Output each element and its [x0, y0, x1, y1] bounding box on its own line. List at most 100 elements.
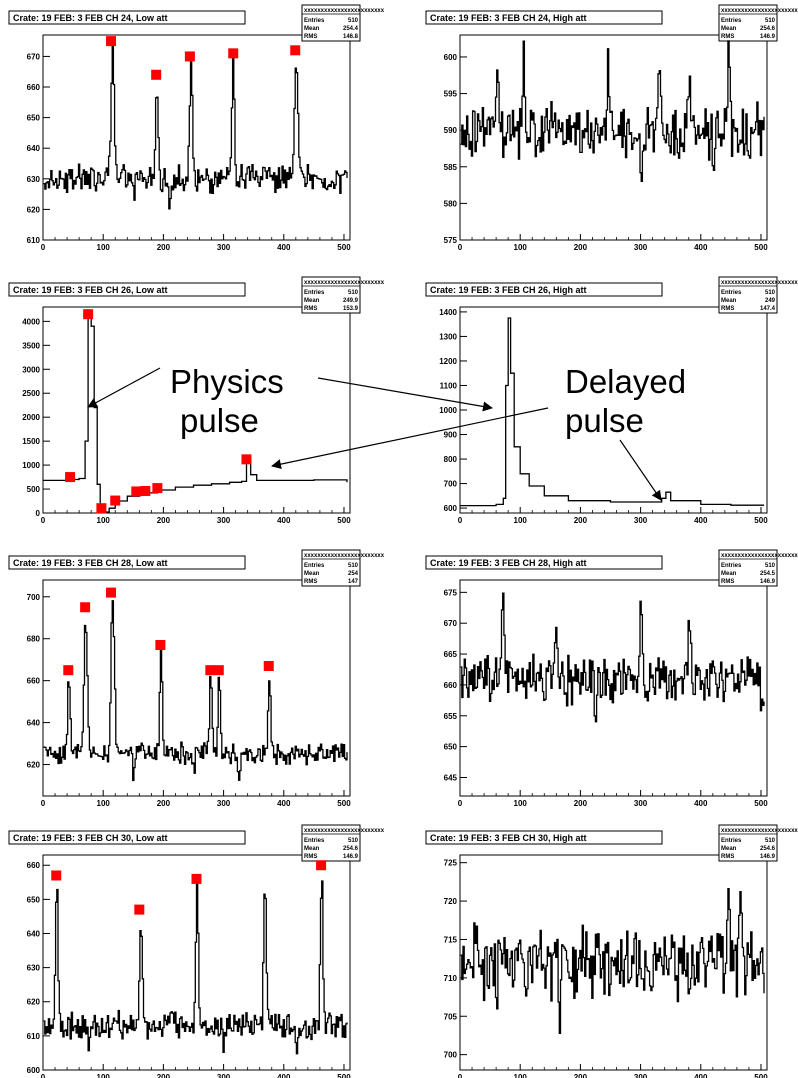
stats-label: Mean — [721, 26, 737, 32]
stats-value: 146.8 — [343, 34, 359, 40]
y-tick-label: 630 — [27, 175, 41, 184]
peak-marker — [110, 495, 121, 506]
delayed-label-line2: pulse — [565, 402, 644, 439]
panel-title: Crate: 19 FEB: 3 FEB CH 30, High att — [425, 830, 663, 845]
stats-label: Mean — [304, 846, 320, 852]
x-tick-label: 0 — [41, 243, 46, 252]
x-tick-label: 0 — [41, 799, 46, 808]
stats-frame — [301, 824, 361, 862]
peak-marker — [83, 309, 94, 320]
stats-name: xxxxxxxxxxxxxxxxxxxxxxxx — [721, 280, 798, 286]
stats-box: xxxxxxxxxxxxxxxxxxxxxxxx Entries 510 Mean 24… — [301, 276, 385, 314]
y-tick-label: 650 — [27, 895, 41, 904]
stats-box: xxxxxxxxxxxxxxxxxxxxxxxx Entries 510 Mean 25… — [718, 549, 798, 587]
stats-value: 254.6 — [343, 846, 359, 852]
title-text: Crate: 19 FEB: 3 FEB CH 30, Low att — [13, 833, 168, 843]
stats-box: xxxxxxxxxxxxxxxxxxxxxxxx Entries 510 Mean 25… — [718, 824, 798, 862]
stats-name: xxxxxxxxxxxxxxxxxxxxxxxx — [304, 828, 385, 834]
series-trace — [460, 888, 765, 1034]
peak-marker — [140, 485, 151, 496]
x-tick-label: 100 — [97, 1073, 111, 1078]
x-tick-label: 500 — [754, 799, 768, 808]
y-tick-label: 650 — [27, 114, 41, 123]
stats-frame — [718, 276, 778, 314]
delayed-label-line1: Delayed — [565, 363, 686, 400]
y-tick-label: 500 — [27, 485, 41, 494]
annotations: Physics pulse Delayed pulse — [87, 363, 686, 501]
y-tick-label: 0 — [36, 509, 41, 518]
y-tick-label: 675 — [444, 588, 458, 597]
title-box — [8, 555, 246, 570]
y-tick-label: 655 — [444, 712, 458, 721]
y-tick-label: 700 — [444, 480, 458, 489]
y-tick-label: 660 — [27, 83, 41, 92]
panel-title: Crate: 19 FEB: 3 FEB CH 24, High att — [425, 10, 663, 25]
stats-value: 254.5 — [760, 571, 776, 577]
y-tick-label: 715 — [444, 935, 458, 944]
stats-label: RMS — [304, 306, 317, 312]
stats-value: 254.6 — [760, 846, 776, 852]
peak-marker — [316, 860, 327, 871]
x-tick-label: 300 — [217, 243, 231, 252]
y-tick-label: 800 — [444, 455, 458, 464]
x-tick-label: 200 — [574, 516, 588, 525]
panel-title: Crate: 19 FEB: 3 FEB CH 30, Low att — [8, 830, 246, 845]
x-tick-label: 200 — [157, 516, 171, 525]
arrow-delayed-left — [271, 407, 549, 470]
stats-value: 146.9 — [760, 579, 776, 585]
peak-marker — [213, 665, 224, 676]
y-tick-label: 2500 — [22, 389, 40, 398]
y-tick-label: 590 — [444, 126, 458, 135]
y-tick-label: 720 — [444, 897, 458, 906]
stats-label: Entries — [304, 290, 325, 296]
x-tick-label: 0 — [458, 1073, 463, 1078]
y-tick-label: 665 — [444, 650, 458, 659]
stats-frame — [301, 276, 361, 314]
title-box — [8, 10, 246, 25]
x-tick-label: 100 — [514, 799, 528, 808]
stats-label: RMS — [304, 579, 317, 585]
y-tick-label: 710 — [444, 974, 458, 983]
title-text: Crate: 19 FEB: 3 FEB CH 30, High att — [430, 833, 587, 843]
y-tick-label: 600 — [27, 1066, 41, 1075]
peak-marker — [184, 51, 195, 62]
x-tick-label: 400 — [277, 1073, 291, 1078]
panel-6: Crate: 19 FEB: 3 FEB CH 28, High att xxxx… — [425, 549, 798, 808]
stats-frame — [718, 824, 778, 862]
y-tick-label: 660 — [27, 861, 41, 870]
panel-7: Crate: 19 FEB: 3 FEB CH 30, Low att xxxxx… — [8, 824, 385, 1078]
stats-value: 510 — [348, 838, 359, 844]
x-tick-label: 500 — [754, 516, 768, 525]
y-tick-label: 610 — [27, 236, 41, 245]
x-tick-label: 200 — [157, 243, 171, 252]
panel-title: Crate: 19 FEB: 3 FEB CH 24, Low att — [8, 10, 246, 25]
y-tick-label: 620 — [27, 205, 41, 214]
stats-frame — [718, 4, 778, 42]
series-trace — [460, 317, 764, 507]
x-tick-label: 100 — [97, 243, 111, 252]
stats-value: 146.9 — [343, 854, 359, 860]
stats-frame — [301, 4, 361, 42]
stats-label: Entries — [721, 838, 742, 844]
stats-label: RMS — [304, 854, 317, 860]
title-text: Crate: 19 FEB: 3 FEB CH 28, High att — [430, 558, 587, 568]
panel-title: Crate: 19 FEB: 3 FEB CH 26, Low att — [8, 282, 246, 297]
peak-marker — [134, 904, 145, 915]
x-tick-label: 400 — [277, 516, 291, 525]
stats-name: xxxxxxxxxxxxxxxxxxxxxxxx — [721, 828, 798, 834]
title-box — [425, 282, 663, 297]
y-tick-label: 4000 — [22, 317, 40, 326]
stats-label: RMS — [721, 579, 734, 585]
y-tick-label: 645 — [444, 773, 458, 782]
peak-marker — [106, 587, 117, 598]
stats-value: 249.9 — [343, 298, 359, 304]
x-tick-label: 400 — [694, 1073, 708, 1078]
title-box — [425, 555, 663, 570]
series-trace — [43, 880, 348, 1055]
title-box — [8, 282, 246, 297]
x-tick-label: 100 — [97, 799, 111, 808]
x-tick-label: 300 — [634, 516, 648, 525]
panel-3: Crate: 19 FEB: 3 FEB CH 26, Low att xxxxx… — [8, 276, 385, 525]
x-tick-label: 200 — [157, 1073, 171, 1078]
x-tick-label: 0 — [41, 1073, 46, 1078]
